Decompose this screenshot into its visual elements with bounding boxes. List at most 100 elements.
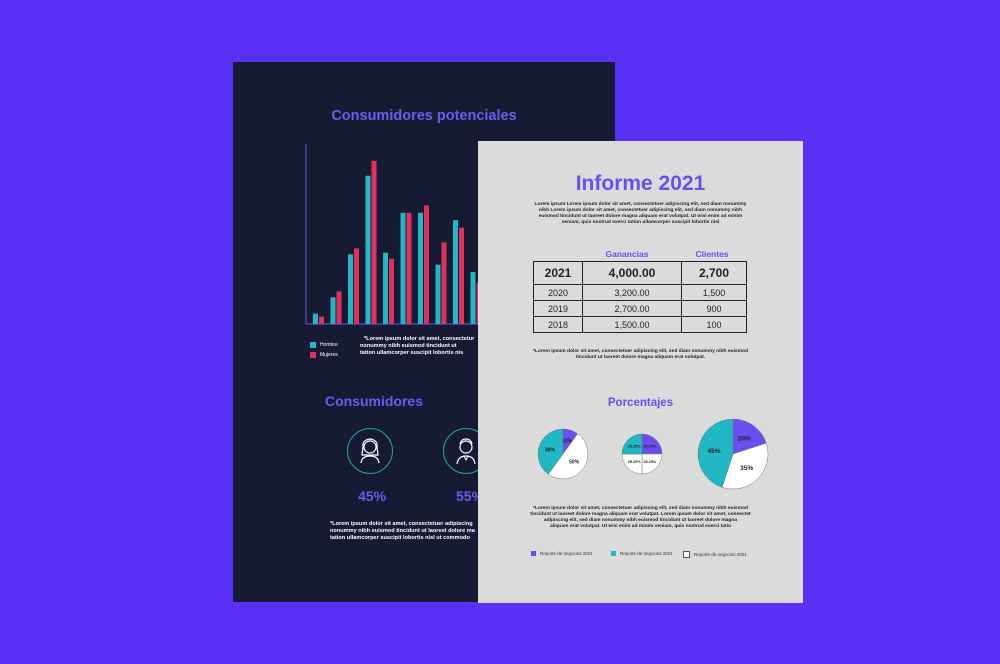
intro-paragraph: Lorem ipsum Lorem ipsum dolor sit amet, … [528, 202, 753, 226]
pie1-label-3: 30% [545, 447, 556, 453]
footer-paragraph: *Lorem ipsum dolor sit amet, consectetue… [528, 506, 753, 530]
bar-hombre-3 [348, 254, 353, 324]
pie2-slice-2 [641, 453, 663, 475]
bar-hombre-6 [400, 212, 406, 324]
table-cell: 2,700 [681, 261, 747, 285]
pie3-label-2: 35% [740, 465, 753, 472]
pie2-label-1: 25.25% [643, 444, 657, 448]
report-title: Informe 2021 [575, 172, 706, 195]
bar-mujeres-4 [371, 160, 377, 324]
bar-hombre-8 [435, 264, 441, 324]
text-line: veniam, quis nostrud exerci tation ullam… [561, 220, 720, 226]
bar-mujeres-2 [336, 291, 342, 324]
bar-mujeres-5 [389, 258, 394, 324]
text-line: tincidunt ut laoreet dolore magna aliqua… [575, 355, 706, 361]
pie-charts: 10%50%30%25.25%25.25%25.25%25.25%20%35%4… [537, 418, 769, 490]
legend-label: Mujeres [320, 352, 338, 358]
pie3-slice-3 [697, 418, 734, 488]
text-line: *Lorem ipsum dolor sit amet, consectetur [364, 336, 475, 342]
note-paragraph: *Lorem ipsum dolor sit amet, consectetue… [528, 349, 753, 361]
section-title: Consumidores [324, 393, 423, 409]
text-line: nonummy nibh euismod tincidunt ut laoree… [330, 528, 475, 535]
pie-legend-item: Reporte de negocios 2021 [531, 551, 593, 556]
bar-mujeres-9 [459, 227, 464, 324]
table-cell: 3,200.00 [582, 284, 682, 301]
table-cell: 2021 [533, 261, 583, 285]
text-line: aliquam erat volutpat. Ut wisi enim ad m… [550, 524, 731, 530]
legend-swatch [310, 352, 316, 358]
legend-label: Hombre [320, 342, 338, 348]
legend-swatch [531, 551, 536, 556]
table-row: 2019 2,700.00 900 [533, 300, 747, 317]
text-line: tation ullamcorper suscipit lobortis nis… [330, 535, 470, 542]
table-cell: 2019 [533, 300, 583, 317]
text-line: tation ullamcorper suscipit lobortis nis [360, 350, 464, 357]
bar-mujeres-6 [406, 212, 412, 324]
text-line: nonummy nibh euismod tincidunt ut [360, 343, 457, 350]
pie2-slice-4 [621, 433, 643, 455]
text-line: *Lorem ipsum dolor sit amet, consectetue… [533, 506, 748, 511]
text-line: tincidunt ut laoreet dolore magna aliqua… [530, 512, 751, 518]
pie2-slice-3 [621, 453, 643, 475]
legend-mujeres: Mujeres [310, 352, 338, 358]
legend-label: Reporte de negocios 2021 [620, 551, 673, 556]
woman-icon [347, 428, 393, 474]
text-line: *Lorem ipsum dolor sit amet, consectetue… [533, 349, 748, 354]
chart-paragraph: *Lorem ipsum dolor sit amet, consectetur… [360, 336, 500, 358]
text-line: *Lorem ipsum dolor sit amet, consectetue… [330, 521, 473, 527]
pie3-slice-2 [721, 442, 769, 490]
table-cell: 4,000.00 [582, 261, 682, 285]
bar-hombre-1 [313, 313, 318, 324]
pie-legend-item: Reporte de negocios 2021 [611, 551, 673, 556]
legend-label: Reporte de negocios 2021 [694, 552, 747, 557]
bar-hombre-4 [365, 175, 371, 324]
bottom-paragraph: *Lorem ipsum dolor sit amet, consectetue… [330, 521, 530, 543]
table-cell: 2018 [533, 316, 583, 333]
pie1-label-1: 10% [562, 439, 573, 445]
legend-swatch [611, 551, 616, 556]
table-cell: 1,500.00 [582, 316, 682, 333]
pie2-label-2: 25.25% [643, 460, 657, 464]
pie-legend-item: Reporte de negocios 2021 [683, 551, 747, 558]
legend-swatch [310, 342, 316, 348]
bar-hombre-2 [330, 297, 336, 324]
table-cell: 900 [681, 300, 747, 317]
light-report-page: Informe 2021 Lorem ipsum Lorem ipsum dol… [478, 141, 803, 603]
bar-hombre-5 [383, 252, 388, 324]
persona-percent: 45% [358, 488, 387, 504]
persona-percent: 55% [456, 488, 485, 504]
pie2-label-3: 25.25% [628, 460, 642, 464]
bar-mujeres-3 [354, 248, 359, 324]
pie1-slice-3 [537, 428, 564, 475]
bar-hombre-10 [470, 272, 476, 324]
bar-hombre-7 [418, 212, 423, 324]
pie2-slice-1 [641, 433, 663, 455]
table-row: 2020 3,200.00 1,500 [533, 284, 747, 301]
pie3-label-3: 45% [707, 448, 720, 455]
table-cell: 2020 [533, 284, 583, 301]
text-line: nibh Lorem ipsum dolor sit amet, consect… [538, 208, 743, 214]
bar-hombre-9 [453, 220, 458, 324]
data-table: 2021 4,000.00 2,700 2020 3,200.00 1,500 … [533, 261, 747, 333]
bar-mujeres-1 [319, 316, 324, 324]
text-line: adipiscing elit, sed diam nonummy nibh e… [543, 518, 738, 524]
bar-mujeres-8 [441, 242, 447, 324]
porcentajes-title: Porcentajes [607, 397, 674, 409]
pie2-label-4: 25.25% [628, 444, 642, 448]
text-line: euismod tincidunt ut laoreet dolore magn… [538, 214, 743, 220]
pie1-label-2: 50% [569, 460, 580, 466]
bar-mujeres-7 [424, 205, 429, 324]
chart-title: Consumidores potenciales [331, 108, 517, 124]
table-cell: 1,500 [681, 284, 747, 301]
legend-label: Reporte de negocios 2021 [540, 551, 593, 556]
text-line: Lorem ipsum Lorem ipsum dolor sit amet, … [534, 202, 747, 207]
table-row: 2018 1,500.00 100 [533, 316, 747, 333]
column-header-clientes: Clientes [695, 249, 729, 259]
legend-hombre: Hombre [310, 342, 338, 348]
table-row: 2021 4,000.00 2,700 [533, 261, 747, 285]
column-header-ganancias: Ganancias [605, 249, 649, 259]
legend-swatch [683, 551, 690, 558]
table-cell: 2,700.00 [582, 300, 682, 317]
pie1-slice-2 [547, 433, 589, 480]
pie3-label-1: 20% [738, 436, 751, 443]
